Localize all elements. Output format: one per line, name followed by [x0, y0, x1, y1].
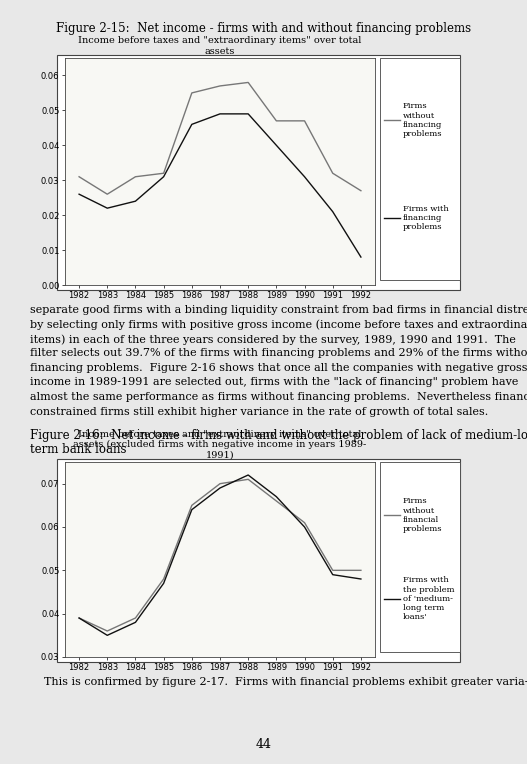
Text: by selecting only firms with positive gross income (income before taxes and extr: by selecting only firms with positive gr…: [30, 319, 527, 330]
Text: constrained firms still exhibit higher variance in the rate of growth of total s: constrained firms still exhibit higher v…: [30, 406, 488, 416]
Text: filter selects out 39.7% of the firms with financing problems and 29% of the fir: filter selects out 39.7% of the firms wi…: [30, 348, 527, 358]
Text: This is confirmed by figure 2-17.  Firms with financial problems exhibit greater: This is confirmed by figure 2-17. Firms …: [30, 677, 527, 687]
Text: 44: 44: [256, 739, 271, 752]
Text: Firms with
financing
problems: Firms with financing problems: [403, 205, 449, 231]
Text: almost the same performance as firms without financing problems.  Nevertheless f: almost the same performance as firms wit…: [30, 392, 527, 402]
Text: separate good firms with a binding liquidity constraint from bad firms in financ: separate good firms with a binding liqui…: [30, 305, 527, 315]
Text: Firms with
the problem
of 'medium-
long term
loans': Firms with the problem of 'medium- long …: [403, 576, 454, 621]
Title: Income before taxes and "extraordinary items" over total
assets (excluded firms : Income before taxes and "extraordinary i…: [73, 430, 367, 460]
Text: Figure 2-16:  Net income - firms with and without the problem of lack of medium-: Figure 2-16: Net income - firms with and…: [30, 429, 527, 442]
Text: term bank loans: term bank loans: [30, 443, 126, 456]
Text: financing problems.  Figure 2-16 shows that once all the companies with negative: financing problems. Figure 2-16 shows th…: [30, 363, 527, 373]
Text: items) in each of the three years considered by the survey, 1989, 1990 and 1991.: items) in each of the three years consid…: [30, 334, 516, 345]
Text: income in 1989-1991 are selected out, firms with the "lack of financing" problem: income in 1989-1991 are selected out, fi…: [30, 377, 519, 387]
Text: Firms
without
financing
problems: Firms without financing problems: [403, 102, 443, 138]
Text: Firms
without
financial
problems: Firms without financial problems: [403, 497, 443, 533]
Title: Income before taxes and "extraordinary items" over total
assets: Income before taxes and "extraordinary i…: [79, 37, 362, 56]
Text: Figure 2-15:  Net income - firms with and without financing problems: Figure 2-15: Net income - firms with and…: [56, 22, 471, 35]
